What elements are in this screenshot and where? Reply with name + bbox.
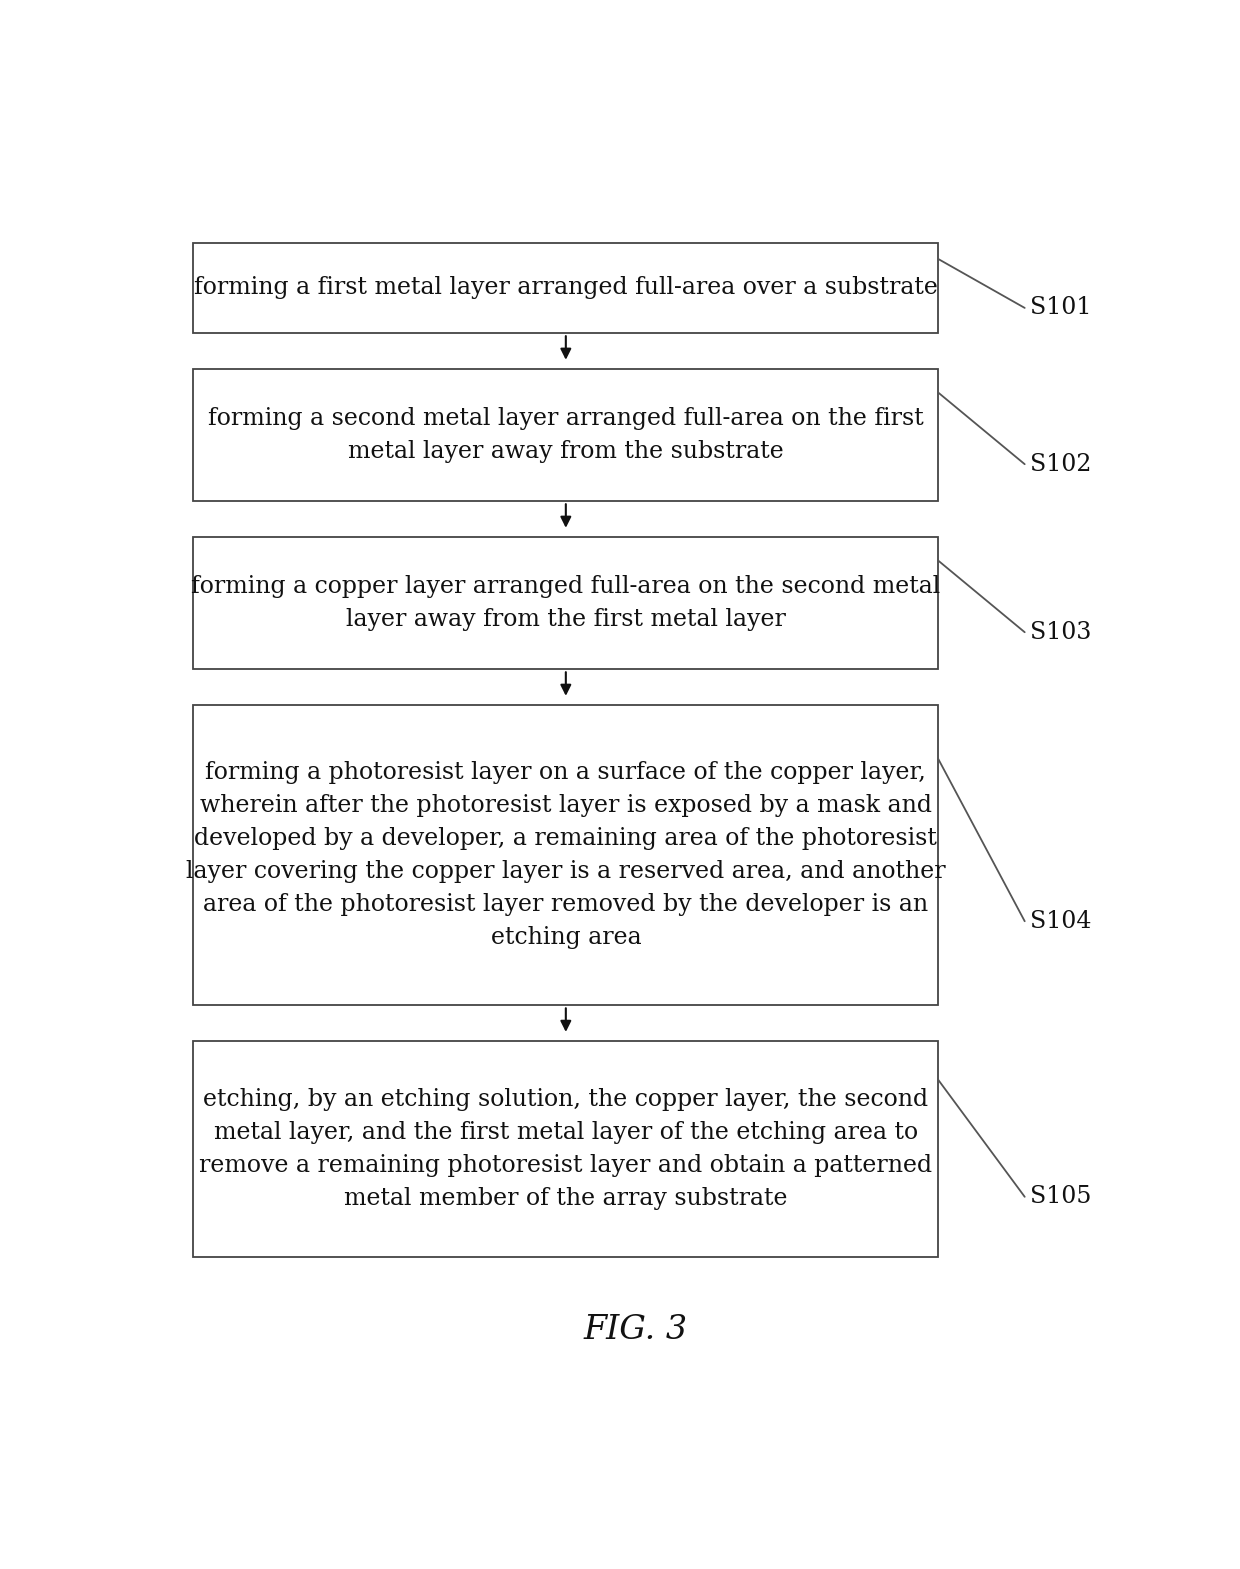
Bar <box>193 369 939 502</box>
Text: S104: S104 <box>1029 910 1091 932</box>
Text: etching, by an etching solution, the copper layer, the second
metal layer, and t: etching, by an etching solution, the cop… <box>200 1089 932 1210</box>
Text: S105: S105 <box>1029 1185 1091 1208</box>
Text: FIG. 3: FIG. 3 <box>584 1313 687 1346</box>
Text: forming a second metal layer arranged full-area on the first
metal layer away fr: forming a second metal layer arranged fu… <box>208 406 924 463</box>
Text: forming a photoresist layer on a surface of the copper layer,
wherein after the : forming a photoresist layer on a surface… <box>186 761 946 949</box>
Bar <box>193 243 939 333</box>
Bar <box>193 537 939 670</box>
Bar <box>193 1040 939 1257</box>
Text: forming a copper layer arranged full-area on the second metal
layer away from th: forming a copper layer arranged full-are… <box>191 576 940 631</box>
Text: S101: S101 <box>1029 297 1091 320</box>
Text: forming a first metal layer arranged full-area over a substrate: forming a first metal layer arranged ful… <box>193 276 937 300</box>
Bar <box>193 704 939 1006</box>
Text: S102: S102 <box>1029 453 1091 475</box>
Text: S103: S103 <box>1029 621 1091 643</box>
